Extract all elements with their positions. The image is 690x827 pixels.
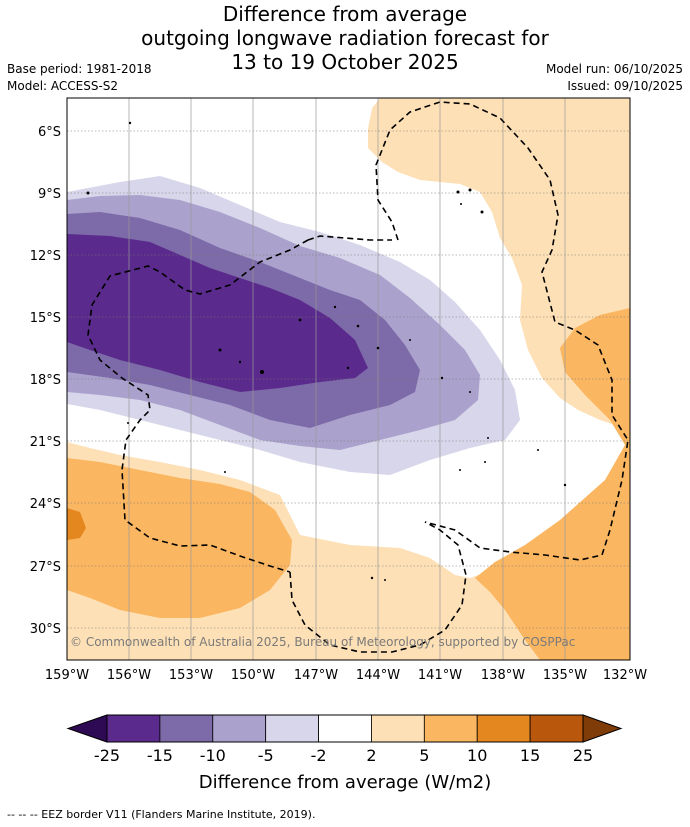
lat-label: 24°S <box>30 497 61 512</box>
lat-label: 30°S <box>30 622 61 637</box>
lat-label: 15°S <box>30 311 61 326</box>
longitude-labels: 159°W 156°W 153°W 150°W 147°W 144°W 141°… <box>45 668 647 683</box>
lon-label: 138°W <box>481 668 525 683</box>
lon-label: 150°W <box>231 668 275 683</box>
colorbar-tick-label: -5 <box>258 746 274 765</box>
eez-borders <box>87 101 629 653</box>
meta-right: Model run: 06/10/2025 Issued: 09/10/2025 <box>546 61 683 95</box>
lat-label: 12°S <box>30 249 61 264</box>
lon-label: 132°W <box>603 668 647 683</box>
lon-label: 147°W <box>294 668 338 683</box>
colorbar-title: Difference from average (W/m2) <box>199 772 491 793</box>
colorbar-segment <box>212 714 267 743</box>
model-name: Model: ACCESS-S2 <box>7 79 119 93</box>
graticule-lon <box>128 98 566 660</box>
colorbar-tick-label: 25 <box>573 746 593 765</box>
colorbar-segment <box>529 714 584 743</box>
title-line-3: 13 to 19 October 2025 <box>231 50 459 74</box>
colorbar-tick-label: -15 <box>147 746 173 765</box>
map-frame <box>66 97 631 661</box>
base-period: Base period: 1981-2018 <box>7 62 152 76</box>
colorbar-segment <box>106 714 161 743</box>
lon-label: 159°W <box>45 668 89 683</box>
lat-label: 21°S <box>30 435 61 450</box>
eez-cook-islands <box>87 235 392 573</box>
colorbar-segment <box>476 714 531 743</box>
eez-legend: -- -- -- EEZ border V11 (Flanders Marine… <box>7 808 316 821</box>
colorbar-extend-high <box>582 714 623 743</box>
latitude-labels: 6°S 9°S 12°S 15°S 18°S 21°S 24°S 27°S 30… <box>30 125 61 637</box>
lon-label: 156°W <box>107 668 151 683</box>
model-run: Model run: 06/10/2025 <box>545 62 683 76</box>
colorbar-segment <box>265 714 319 743</box>
colorbar-frame <box>106 714 584 743</box>
lat-label: 9°S <box>38 187 61 202</box>
meta-left: Base period: 1981-2018 Model: ACCESS-S2 <box>7 61 152 95</box>
lat-label: 18°S <box>30 373 61 388</box>
colorbar-tick-label: -10 <box>200 746 226 765</box>
field-5-to-10-se <box>475 308 630 660</box>
colorbar-tick-label: 5 <box>419 746 429 765</box>
islands <box>86 121 567 581</box>
title-line-2: outgoing longwave radiation forecast for <box>141 26 549 50</box>
field-minus15 <box>67 234 368 392</box>
colorbar-tick-label: 10 <box>467 746 487 765</box>
lat-label: 27°S <box>30 560 61 575</box>
map-fields: © Commonwealth of Australia 2025, Bureau… <box>67 98 630 660</box>
lon-label: 144°W <box>356 668 400 683</box>
copyright-text: © Commonwealth of Australia 2025, Bureau… <box>70 635 575 649</box>
field-10-to-15-sw <box>67 508 86 540</box>
colorbar-segments <box>106 714 584 743</box>
colorbar-tick-label: 2 <box>366 746 376 765</box>
lat-label: 6°S <box>38 125 61 140</box>
colorbar-tick-label: -2 <box>311 746 327 765</box>
colorbar-tick-label: -25 <box>94 746 120 765</box>
chart-title: Difference from average outgoing longwav… <box>0 2 690 74</box>
colorbar: -25 -15 -10 -5 -2 2 5 10 15 25 Difference from av… <box>66 714 623 793</box>
lon-label: 135°W <box>543 668 587 683</box>
colorbar-ticks: -25 -15 -10 -5 -2 2 5 10 15 25 <box>94 746 593 765</box>
colorbar-segment <box>371 714 425 743</box>
eez-austral <box>289 521 467 653</box>
lon-label: 153°W <box>169 668 213 683</box>
title-line-1: Difference from average <box>222 2 468 26</box>
field-neutral-nw <box>67 98 380 180</box>
eez-french-polynesia <box>375 101 629 561</box>
colorbar-segment <box>159 714 214 743</box>
colorbar-tick-label: 15 <box>520 746 540 765</box>
issued-date: Issued: 09/10/2025 <box>567 79 683 93</box>
colorbar-segment <box>318 714 372 743</box>
colorbar-extend-low <box>66 714 108 743</box>
graticule <box>67 130 630 629</box>
lon-label: 141°W <box>418 668 462 683</box>
colorbar-segment <box>423 714 478 743</box>
